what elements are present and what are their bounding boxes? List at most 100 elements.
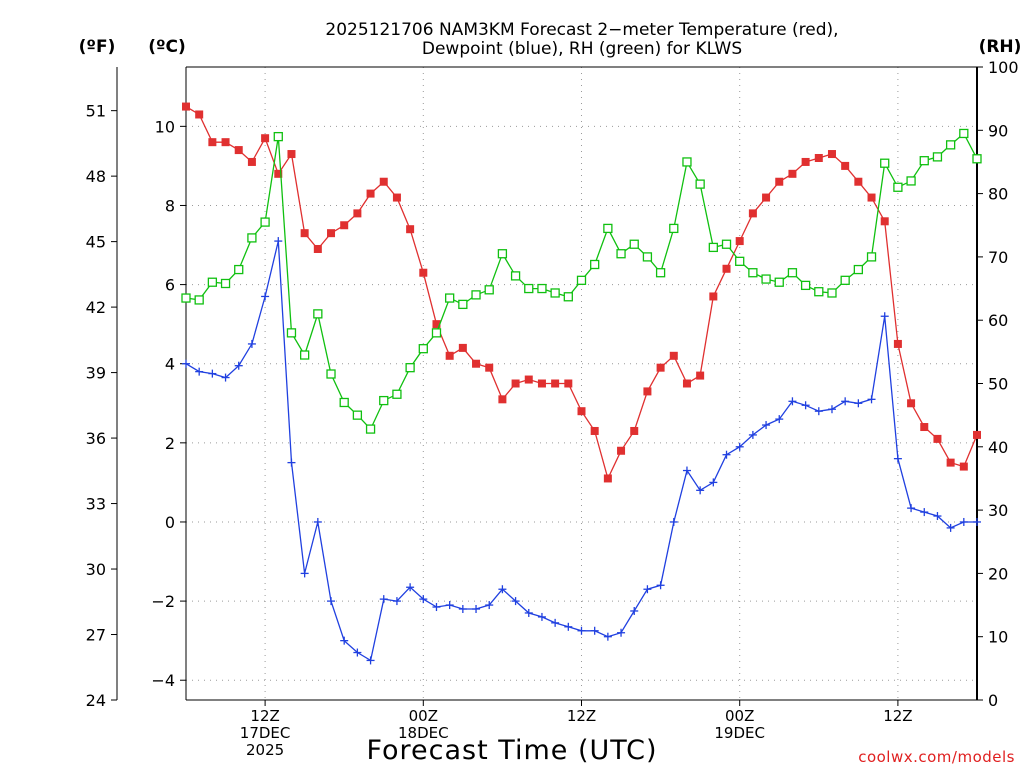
rh-point xyxy=(972,154,982,164)
temperature-point xyxy=(801,157,810,166)
temperature-point xyxy=(327,229,336,238)
rh-point xyxy=(827,288,837,298)
rh-tick-label: 30 xyxy=(988,501,1008,520)
temperature-point xyxy=(261,134,270,143)
rh-point xyxy=(906,176,916,186)
celsius-tick-label: 10 xyxy=(155,117,175,136)
rh-point xyxy=(550,288,560,298)
dewpoint-point xyxy=(933,512,942,521)
temperature-point xyxy=(696,371,705,380)
rh-point xyxy=(379,395,389,406)
dewpoint-point xyxy=(762,421,771,430)
rh-tick-label: 70 xyxy=(988,248,1008,267)
celsius-unit-label: (ºC) xyxy=(148,37,186,57)
dewpoint-point xyxy=(814,407,823,416)
celsius-tick-label: −2 xyxy=(151,592,175,611)
rh-point xyxy=(207,277,218,287)
dewpoint-point xyxy=(458,605,467,614)
fahrenheit-tick-label: 24 xyxy=(86,691,106,710)
dewpoint-point xyxy=(907,504,916,513)
x-tick-label: 18DEC xyxy=(398,724,449,742)
rh-point xyxy=(563,292,573,302)
rh-point xyxy=(708,242,718,253)
temperature-point xyxy=(472,359,481,368)
temperature-point xyxy=(577,407,586,416)
rh-point xyxy=(880,158,890,168)
dewpoint-point xyxy=(551,618,560,627)
temperature-point xyxy=(880,217,889,226)
x-tick-label: 19DEC xyxy=(714,724,765,742)
dewpoint-point xyxy=(590,626,599,635)
rh-point xyxy=(194,295,204,305)
rh-point xyxy=(893,182,903,192)
dewpoint-point xyxy=(511,597,520,606)
temperature-point xyxy=(340,221,349,230)
chart-title-line-1: 2025121706 NAM3KM Forecast 2−meter Tempe… xyxy=(325,20,838,40)
temperature-point xyxy=(195,110,204,119)
dewpoint-point xyxy=(524,608,533,617)
temperature-point xyxy=(762,193,771,202)
temperature-point xyxy=(617,446,626,455)
temperature-point xyxy=(458,343,467,352)
dewpoint-point xyxy=(827,405,836,414)
temperature-point xyxy=(234,146,243,155)
rh-point xyxy=(431,328,442,338)
dewpoint-point xyxy=(287,458,296,467)
dewpoint-point xyxy=(406,583,415,592)
rh-tick-label: 100 xyxy=(988,58,1019,77)
temperature-point xyxy=(959,462,968,471)
dewpoint-point xyxy=(722,450,731,459)
rh-point xyxy=(524,283,534,294)
rh-point xyxy=(445,293,455,303)
series-rh xyxy=(181,128,982,434)
dewpoint-point xyxy=(748,430,757,439)
rh-tick-label: 40 xyxy=(988,438,1008,457)
fahrenheit-tick-label: 36 xyxy=(86,429,106,448)
rh-point xyxy=(932,152,943,162)
axes: 24273033363942454851−4−20246810010203040… xyxy=(86,58,1019,759)
rh-point xyxy=(761,274,771,284)
temperature-point xyxy=(709,292,718,301)
rh-point xyxy=(735,256,745,266)
temperature-point xyxy=(221,138,230,147)
rh-tick-label: 10 xyxy=(988,628,1008,647)
temperature-point xyxy=(827,150,836,159)
rh-point xyxy=(365,424,376,434)
temperature-point xyxy=(643,387,652,396)
temperature-point xyxy=(551,379,560,388)
temperature-point xyxy=(656,363,665,372)
rh-point xyxy=(695,179,705,189)
rh-point xyxy=(537,283,547,294)
x-tick-label: 2025 xyxy=(246,741,284,759)
rh-tick-label: 80 xyxy=(988,185,1008,204)
dewpoint-point xyxy=(946,523,955,532)
dewpoint-point xyxy=(327,597,336,606)
temperature-point xyxy=(669,351,678,360)
rh-point xyxy=(260,217,270,227)
rh-point xyxy=(590,259,600,270)
dewpoint-point xyxy=(603,632,612,641)
rh-point xyxy=(220,278,231,289)
rh-point xyxy=(959,128,969,139)
dewpoint-point xyxy=(472,605,481,614)
rh-tick-label: 90 xyxy=(988,121,1008,140)
fahrenheit-tick-label: 48 xyxy=(86,167,106,186)
dewpoint-point xyxy=(696,486,705,495)
x-tick-label: 00Z xyxy=(725,707,754,725)
temperature-point xyxy=(775,177,784,186)
rh-point xyxy=(721,239,732,249)
rh-point xyxy=(616,249,626,259)
dewpoint-point xyxy=(841,397,850,406)
dewpoint-point xyxy=(577,626,586,635)
temperature-point xyxy=(814,153,823,162)
rh-tick-label: 20 xyxy=(988,564,1008,583)
rh-point xyxy=(629,239,639,249)
dewpoint-point xyxy=(682,466,691,475)
fahrenheit-tick-label: 42 xyxy=(86,298,106,317)
temperature-point xyxy=(682,379,691,388)
rh-point xyxy=(339,397,349,408)
rh-point xyxy=(418,344,428,354)
fahrenheit-unit-label: (ºF) xyxy=(79,37,116,57)
dewpoint-point xyxy=(564,622,573,631)
